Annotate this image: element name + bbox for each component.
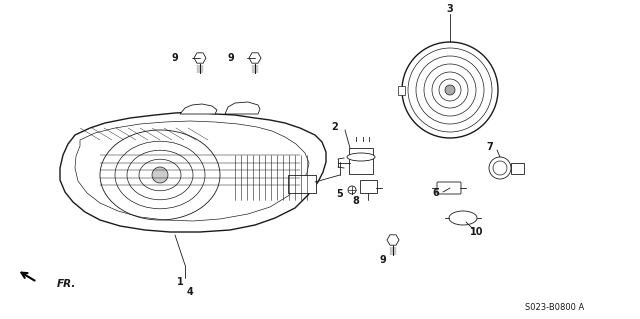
- Ellipse shape: [449, 211, 477, 225]
- FancyBboxPatch shape: [360, 180, 376, 192]
- Text: 1: 1: [177, 277, 184, 287]
- Text: FR.: FR.: [57, 279, 76, 289]
- Text: 9: 9: [380, 255, 387, 265]
- Polygon shape: [194, 53, 206, 63]
- Text: 9: 9: [172, 53, 179, 63]
- Polygon shape: [249, 53, 261, 63]
- FancyBboxPatch shape: [397, 85, 404, 94]
- Circle shape: [152, 167, 168, 183]
- Ellipse shape: [347, 153, 375, 161]
- FancyBboxPatch shape: [349, 148, 373, 174]
- Text: 3: 3: [447, 4, 453, 14]
- Polygon shape: [387, 235, 399, 245]
- Text: 10: 10: [470, 227, 484, 237]
- Text: 7: 7: [486, 142, 493, 152]
- Circle shape: [402, 42, 498, 138]
- Text: 9: 9: [228, 53, 234, 63]
- Text: 4: 4: [187, 287, 193, 297]
- Circle shape: [348, 186, 356, 194]
- Polygon shape: [225, 102, 260, 114]
- FancyBboxPatch shape: [288, 175, 316, 193]
- Polygon shape: [180, 104, 217, 114]
- Text: 2: 2: [332, 122, 339, 132]
- Circle shape: [445, 85, 455, 95]
- Text: 8: 8: [353, 196, 360, 206]
- Text: 5: 5: [337, 189, 344, 199]
- FancyBboxPatch shape: [511, 162, 524, 174]
- Ellipse shape: [489, 157, 511, 179]
- FancyBboxPatch shape: [437, 182, 461, 194]
- Text: 6: 6: [433, 188, 440, 198]
- Text: S023-B0800 A: S023-B0800 A: [525, 302, 584, 311]
